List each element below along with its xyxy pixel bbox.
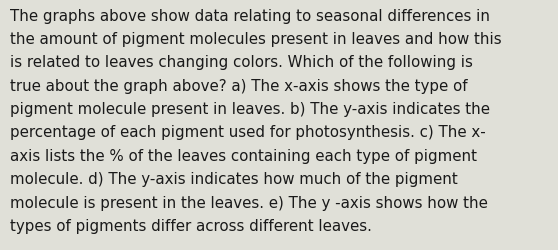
Text: axis lists the % of the leaves containing each type of pigment: axis lists the % of the leaves containin… xyxy=(10,148,477,163)
Text: The graphs above show data relating to seasonal differences in: The graphs above show data relating to s… xyxy=(10,9,490,24)
Text: true about the graph above? a) The x-axis shows the type of: true about the graph above? a) The x-axi… xyxy=(10,78,468,94)
Text: molecule. d) The y-axis indicates how much of the pigment: molecule. d) The y-axis indicates how mu… xyxy=(10,172,458,186)
Text: molecule is present in the leaves. e) The y -axis shows how the: molecule is present in the leaves. e) Th… xyxy=(10,195,488,210)
Text: is related to leaves changing colors. Which of the following is: is related to leaves changing colors. Wh… xyxy=(10,55,473,70)
Text: percentage of each pigment used for photosynthesis. c) The x-: percentage of each pigment used for phot… xyxy=(10,125,486,140)
Text: types of pigments differ across different leaves.: types of pigments differ across differen… xyxy=(10,218,372,233)
Text: pigment molecule present in leaves. b) The y-axis indicates the: pigment molecule present in leaves. b) T… xyxy=(10,102,490,117)
Text: the amount of pigment molecules present in leaves and how this: the amount of pigment molecules present … xyxy=(10,32,502,47)
